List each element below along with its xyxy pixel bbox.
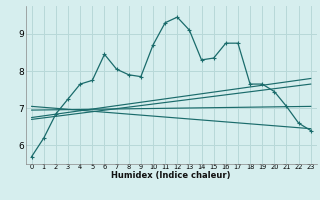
X-axis label: Humidex (Indice chaleur): Humidex (Indice chaleur) — [111, 171, 231, 180]
